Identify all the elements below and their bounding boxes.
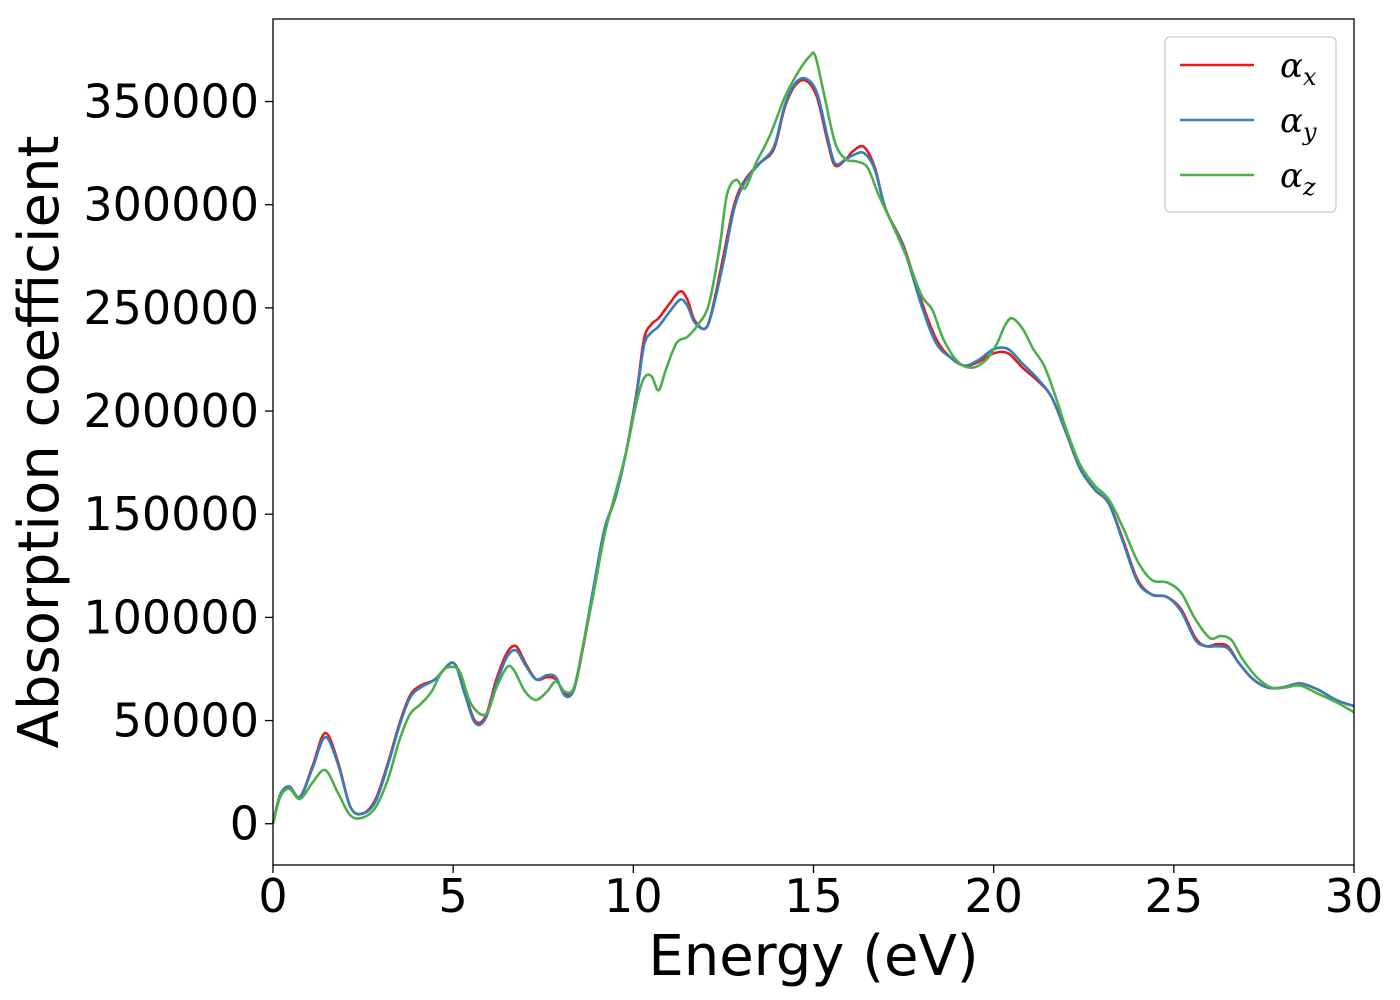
legend-alpha-symbol: α — [1280, 101, 1303, 141]
legend-label-alpha-x: αx — [1280, 46, 1317, 91]
x-tick-label: 0 — [258, 869, 287, 923]
y-tick-label: 350000 — [83, 75, 259, 129]
y-tick-label: 200000 — [83, 384, 259, 438]
y-axis-title: Absorption coefficient — [7, 136, 72, 749]
series-line-alpha-z — [271, 51, 1355, 825]
legend-label-alpha-y: αy — [1280, 101, 1317, 146]
legend-alpha-symbol: α — [1280, 46, 1303, 86]
x-axis-title: Energy (eV) — [648, 924, 978, 989]
y-axis-ticks: 0 50000 100000 150000 200000 250000 300000 3500… — [83, 75, 273, 851]
y-tick-label: 150000 — [83, 487, 259, 541]
x-tick-label: 30 — [1325, 869, 1384, 923]
legend-subscript: x — [1303, 63, 1317, 91]
legend-label-alpha-z: αz — [1280, 156, 1316, 201]
series-line-alpha-y — [271, 76, 1355, 825]
y-tick-label: 0 — [230, 797, 259, 851]
legend-subscript: z — [1302, 173, 1316, 201]
plot-frame — [272, 18, 1355, 866]
y-tick-label: 250000 — [83, 281, 259, 335]
legend-alpha-symbol: α — [1280, 156, 1303, 196]
x-tick-label: 25 — [1145, 869, 1204, 923]
y-tick-label: 300000 — [83, 178, 259, 232]
x-axis-ticks: 0 5 10 15 20 25 30 — [258, 865, 1383, 923]
x-tick-label: 15 — [784, 869, 843, 923]
x-tick-label: 20 — [964, 869, 1023, 923]
legend-subscript: y — [1302, 118, 1317, 146]
x-tick-label: 10 — [604, 869, 663, 923]
legend-box — [1164, 36, 1337, 213]
x-tick-label: 5 — [439, 869, 468, 923]
y-tick-label: 50000 — [113, 694, 259, 748]
y-tick-label: 100000 — [83, 590, 259, 644]
series-layer — [271, 51, 1355, 825]
